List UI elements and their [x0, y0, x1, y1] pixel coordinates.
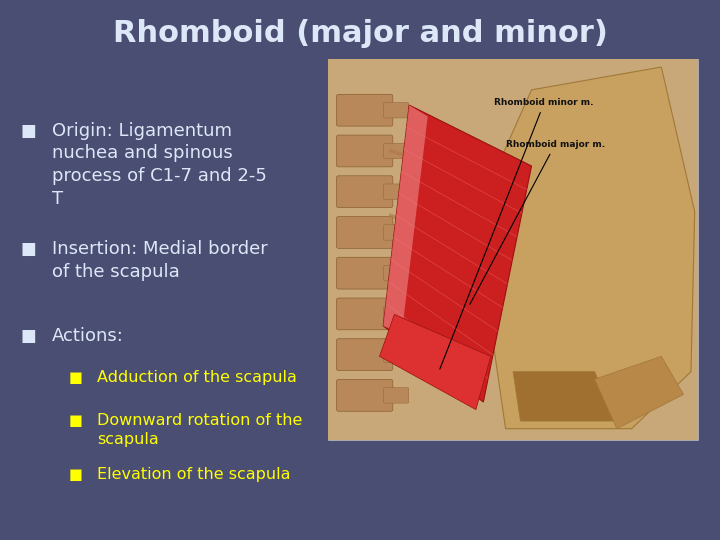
Text: Origin: Ligamentum
nuchea and spinous
process of C1-7 and 2-5
T: Origin: Ligamentum nuchea and spinous pr… — [52, 122, 266, 208]
FancyBboxPatch shape — [328, 59, 698, 440]
FancyBboxPatch shape — [384, 306, 409, 322]
Text: ■: ■ — [20, 122, 36, 139]
Text: ■: ■ — [68, 370, 82, 385]
FancyBboxPatch shape — [384, 266, 409, 281]
FancyBboxPatch shape — [336, 380, 393, 411]
FancyBboxPatch shape — [384, 143, 409, 159]
FancyBboxPatch shape — [336, 298, 393, 330]
Polygon shape — [379, 314, 491, 410]
Text: Rhomboid (major and minor): Rhomboid (major and minor) — [112, 19, 608, 48]
FancyBboxPatch shape — [384, 388, 409, 403]
FancyBboxPatch shape — [384, 225, 409, 240]
Text: ■: ■ — [68, 467, 82, 482]
Text: ■: ■ — [20, 240, 36, 258]
FancyBboxPatch shape — [336, 339, 393, 370]
Text: Insertion: Medial border
of the scapula: Insertion: Medial border of the scapula — [52, 240, 268, 281]
Text: Adduction of the scapula: Adduction of the scapula — [97, 370, 297, 385]
FancyBboxPatch shape — [336, 217, 393, 248]
Text: ■: ■ — [20, 327, 36, 345]
Polygon shape — [595, 356, 683, 429]
Text: Elevation of the scapula: Elevation of the scapula — [97, 467, 291, 482]
Text: ■: ■ — [68, 413, 82, 428]
Text: Rhomboid minor m.: Rhomboid minor m. — [440, 98, 594, 369]
Polygon shape — [383, 105, 531, 402]
FancyBboxPatch shape — [336, 135, 393, 167]
FancyBboxPatch shape — [384, 347, 409, 362]
Text: Actions:: Actions: — [52, 327, 124, 345]
Polygon shape — [491, 67, 695, 429]
FancyBboxPatch shape — [336, 94, 393, 126]
Polygon shape — [513, 372, 617, 421]
Text: Downward rotation of the
scapula: Downward rotation of the scapula — [97, 413, 302, 447]
Polygon shape — [383, 105, 428, 334]
FancyBboxPatch shape — [384, 184, 409, 199]
FancyBboxPatch shape — [328, 59, 698, 440]
FancyBboxPatch shape — [384, 103, 409, 118]
Text: Rhomboid major m.: Rhomboid major m. — [470, 140, 605, 305]
FancyBboxPatch shape — [336, 176, 393, 207]
FancyBboxPatch shape — [336, 257, 393, 289]
